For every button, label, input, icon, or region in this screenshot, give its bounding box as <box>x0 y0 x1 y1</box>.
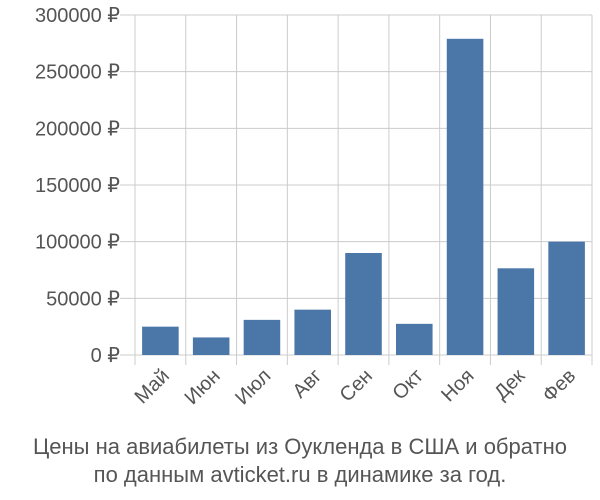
bar <box>548 241 585 355</box>
bars <box>142 38 585 356</box>
y-tick-label: 300000 ₽ <box>35 5 120 27</box>
y-tick-label: 100000 ₽ <box>35 232 120 254</box>
x-tick-label: Июн <box>181 365 225 409</box>
x-tick-label: Ноя <box>437 365 478 406</box>
x-tick-labels: Май Июн Июл Авг Сен Окт Ноя Дек Фев <box>131 365 580 409</box>
bar <box>142 326 179 355</box>
x-tick-label: Дек <box>490 365 529 404</box>
y-tick-label: 0 ₽ <box>91 345 121 367</box>
grid-layer <box>120 14 593 365</box>
bar <box>243 319 281 355</box>
x-tick-label: Май <box>131 365 174 408</box>
bar <box>294 309 332 355</box>
bar-chart-svg: 0 ₽ 50000 ₽ 100000 ₽ 150000 ₽ 200000 ₽ 250000… <box>35 5 593 409</box>
chart-caption-line-2: по данным avticket.ru в динамике за год. <box>93 462 507 487</box>
y-tick-label: 50000 ₽ <box>46 288 120 310</box>
y-tick-label: 150000 ₽ <box>35 175 120 197</box>
y-tick-label: 200000 ₽ <box>35 118 120 140</box>
x-tick-label: Сен <box>336 365 377 406</box>
bar <box>192 337 230 355</box>
y-tick-label: 250000 ₽ <box>35 62 120 84</box>
chart-caption-line-1: Цены на авиабилеты из Оукленда в США и о… <box>33 434 567 459</box>
bar <box>497 268 535 355</box>
x-tick-label: Авг <box>289 365 327 403</box>
x-tick-label: Июл <box>231 365 275 409</box>
x-tick-label: Фев <box>538 365 580 407</box>
x-tick-label: Окт <box>388 365 427 404</box>
bar <box>395 323 433 355</box>
y-tick-labels: 0 ₽ 50000 ₽ 100000 ₽ 150000 ₽ 200000 ₽ 250000… <box>35 5 120 367</box>
bar <box>446 38 484 356</box>
bar <box>345 253 382 355</box>
